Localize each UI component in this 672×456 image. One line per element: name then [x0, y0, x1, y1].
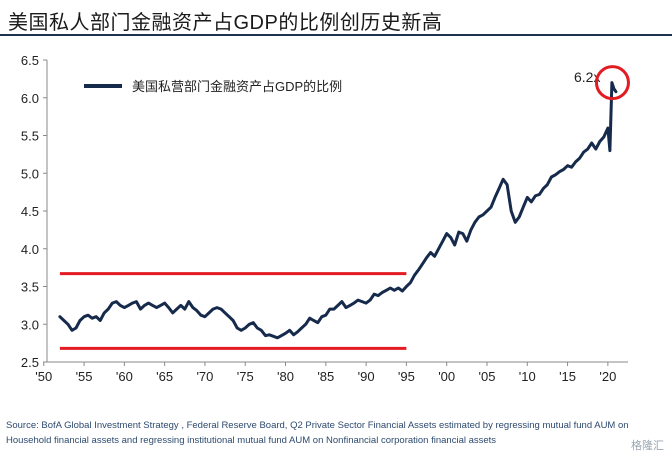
- y-tick-label: 2.5: [21, 355, 39, 370]
- title-underline: [0, 34, 672, 36]
- series-line: [58, 81, 618, 340]
- x-tick-label: '55: [76, 369, 93, 384]
- y-tick-label: 4.5: [21, 204, 39, 219]
- x-tick-label: '65: [156, 369, 173, 384]
- watermark: 格隆汇: [631, 440, 664, 452]
- chart-axes: 2.5 3.0 3.5 4.0 4.5 5.0 5.5 6.0 6.5 '50 '55 '60 '65 '…: [21, 53, 628, 384]
- highlight-circle: [594, 65, 630, 101]
- x-tick-label: '80: [277, 369, 294, 384]
- x-tick-label: '05: [479, 369, 496, 384]
- y-tick-label: 6.0: [21, 91, 39, 106]
- x-tick-label: '85: [317, 369, 334, 384]
- x-tick-label: '95: [398, 369, 415, 384]
- x-tick-label: '20: [599, 369, 616, 384]
- x-tick-label: '70: [196, 369, 213, 384]
- chart-title: 美国私人部门金融资产占GDP的比例创历史新高: [8, 12, 443, 34]
- x-tick-label: '15: [559, 369, 576, 384]
- y-tick-label: 5.0: [21, 166, 39, 181]
- y-tick-label: 3.0: [21, 317, 39, 332]
- callout-label: 6.2x: [574, 69, 600, 85]
- reference-bands: [59, 272, 407, 350]
- x-tick-label: '90: [358, 369, 375, 384]
- y-tick-label: 5.5: [21, 129, 39, 144]
- x-tick-label: '00: [438, 369, 455, 384]
- x-tick-label: '75: [237, 369, 254, 384]
- chart-legend: 美国私营部门金融资产占GDP的比例: [84, 79, 342, 94]
- callout: 6.2x: [574, 65, 630, 101]
- x-tick-label: '50: [35, 369, 52, 384]
- series-layer: [58, 81, 618, 340]
- y-tick-label: 6.5: [21, 53, 39, 68]
- x-tick-label: '10: [519, 369, 536, 384]
- source-note: Source: BofA Global Investment Strategy …: [6, 420, 629, 446]
- line-chart: 2.5 3.0 3.5 4.0 4.5 5.0 5.5 6.0 6.5 '50 '55 '60 '65 '…: [21, 53, 630, 384]
- x-tick-label: '60: [116, 369, 133, 384]
- y-tick-label: 3.5: [21, 280, 39, 295]
- y-tick-label: 4.0: [21, 242, 39, 257]
- legend-label: 美国私营部门金融资产占GDP的比例: [132, 79, 342, 94]
